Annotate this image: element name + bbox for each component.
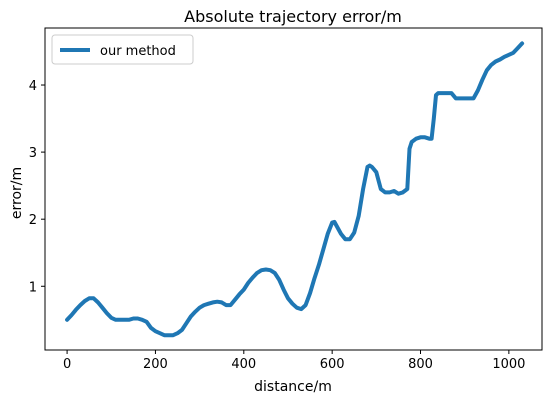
y-axis-ticks: 1 2 3 4 [29, 79, 45, 295]
legend-box [51, 34, 194, 65]
y-tick-label: 3 [29, 146, 37, 161]
y-tick-label: 2 [29, 213, 37, 228]
x-tick-label: 800 [408, 357, 433, 372]
x-axis-ticks: 0 200 400 600 800 1000 [63, 350, 525, 372]
x-tick-label: 0 [63, 357, 71, 372]
x-axis-label: distance/m [254, 379, 332, 395]
y-tick-label: 1 [29, 280, 37, 295]
y-tick-label: 4 [29, 79, 37, 94]
y-axis-label: error/m [9, 167, 25, 219]
x-tick-label: 400 [231, 357, 256, 372]
legend-label: our method [100, 44, 176, 59]
series-line-0 [65, 41, 525, 338]
plot-frame [44, 27, 543, 351]
x-tick-label: 200 [143, 357, 168, 372]
chart-title: Absolute trajectory error/m [184, 7, 402, 26]
legend: our method [51, 34, 194, 65]
x-tick-label: 600 [320, 357, 345, 372]
series-layer [65, 41, 525, 338]
x-tick-label: 1000 [492, 357, 525, 372]
